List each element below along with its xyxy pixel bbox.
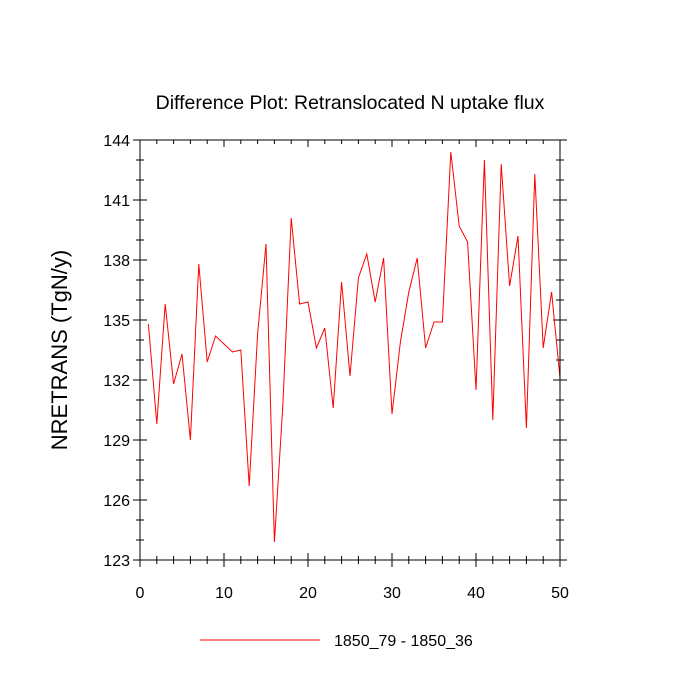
series-lines — [147, 151, 561, 543]
y-axis-label: NRETRANS (TgN/y) — [47, 250, 72, 450]
legend: 1850_79 - 1850_36 — [200, 633, 473, 650]
chart-title: Difference Plot: Retranslocated N uptake… — [156, 92, 545, 114]
y-tick-label: 135 — [103, 313, 130, 330]
x-tick-label: 10 — [215, 585, 233, 602]
major-ticks — [133, 139, 567, 567]
y-tick-label: 141 — [103, 193, 130, 210]
y-tick-label: 132 — [103, 373, 130, 390]
x-tick-label: 30 — [383, 585, 401, 602]
series-line — [147, 151, 561, 543]
y-tick-label: 126 — [103, 493, 130, 510]
y-tick-label: 144 — [103, 133, 130, 150]
x-tick-label: 40 — [467, 585, 485, 602]
y-tick-label: 129 — [103, 433, 130, 450]
x-tick-labels: 0 10 20 30 40 50 — [136, 585, 569, 602]
legend-label: 1850_79 - 1850_36 — [334, 633, 473, 650]
x-tick-label: 20 — [299, 585, 317, 602]
minor-ticks — [136, 140, 564, 564]
y-tick-labels: 123 126 129 132 135 138 141 144 — [103, 133, 130, 570]
y-tick-label: 138 — [103, 253, 130, 270]
x-tick-label: 0 — [136, 585, 145, 602]
x-tick-label: 50 — [551, 585, 569, 602]
y-tick-label: 123 — [103, 553, 130, 570]
plot-frame — [139, 139, 561, 561]
